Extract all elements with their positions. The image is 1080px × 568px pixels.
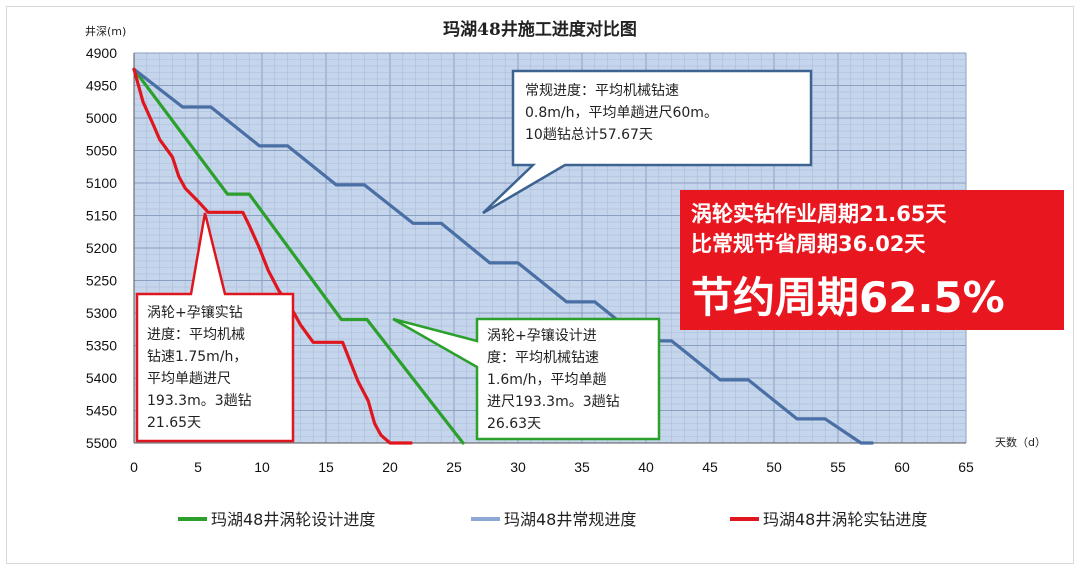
callout-actual-line: 钻速1.75m/h， [147,349,247,365]
x-tick-label: 60 [894,459,910,475]
callout-design-line: 26.63天 [487,416,541,432]
series-line-design [132,67,465,445]
y-tick-label: 5200 [86,240,117,256]
callout-design-box [392,317,661,441]
x-tick-label: 30 [510,459,526,475]
y-tick-label: 5100 [86,175,117,191]
callout-actual: 涡轮+孕镶实钻 进度：平均机械 钻速1.75m/h， 平均单趟进尺 193.3m… [135,212,295,443]
x-tick-label: 35 [574,459,590,475]
highlight-line-3: 节约周期62.5% [691,273,1005,322]
legend-label-design: 玛湖48井涡轮设计进度 [211,510,375,529]
y-tick-label: 4950 [86,78,117,94]
chart-frame: 0 5 10 15 20 25 30 35 40 45 50 55 60 65 4900 4950 5000 50… [6,6,1074,564]
x-tick-label: 50 [766,459,782,475]
callout-actual-line: 进度：平均机械 [147,327,245,343]
y-tick-label: 5250 [86,273,117,289]
y-tick-label: 5150 [86,208,117,224]
y-tick-label: 5500 [86,435,117,451]
x-tick-label: 20 [382,459,398,475]
callout-actual-line: 193.3m。3趟钻 [147,393,252,409]
x-tick-label: 55 [830,459,846,475]
callout-actual-line: 平均单趟进尺 [147,371,231,387]
callout-design-line: 1.6m/h，平均单趟 [487,372,607,388]
x-tick-label: 10 [254,459,270,475]
highlight-line-2: 比常规节省周期36.02天 [691,232,926,256]
x-tick-label: 5 [194,459,202,475]
y-tick-label: 5450 [86,403,117,419]
callout-normal-line: 常规进度：平均机械钻速 [525,83,679,99]
legend-label-normal: 玛湖48井常规进度 [504,510,636,529]
legend-label-actual: 玛湖48井涡轮实钻进度 [763,510,927,529]
x-tick-label: 45 [702,459,718,475]
legend: 玛湖48井涡轮设计进度 玛湖48井常规进度 玛湖48井涡轮实钻进度 [178,510,927,529]
y-tick-label: 4900 [86,45,117,61]
callout-normal: 常规进度：平均机械钻速 0.8m/h，平均单趟进尺60m。 10趟钻总计57.6… [482,69,813,215]
highlight-box: 涡轮实钻作业周期21.65天 比常规节省周期36.02天 节约周期62.5% [680,190,1064,330]
callout-design-line: 进尺193.3m。3趟钻 [487,394,620,410]
x-tick-label: 15 [318,459,334,475]
callout-normal-line: 10趟钻总计57.67天 [525,127,653,143]
x-tick-label: 0 [130,459,138,475]
series-line-actual [132,67,413,445]
chart-svg: 0 5 10 15 20 25 30 35 40 45 50 55 60 65 4900 4950 5000 50… [85,19,1064,529]
series-line-normal [132,67,874,445]
x-tick-label: 65 [958,459,974,475]
highlight-line-1: 涡轮实钻作业周期21.65天 [691,202,947,226]
callout-actual-box [135,212,295,443]
callout-normal-box [482,69,813,215]
y-tick-label: 5050 [86,143,117,159]
x-axis-label: 天数（d） [995,436,1046,449]
y-tick-label: 5400 [86,370,117,386]
callout-design-line: 涡轮+孕镶设计进 [487,327,597,344]
highlight-background [680,190,1064,330]
y-tick-label: 5350 [86,338,117,354]
callout-normal-line: 0.8m/h，平均单趟进尺60m。 [525,105,718,121]
x-tick-label: 25 [446,459,462,475]
callout-actual-line: 涡轮+孕镶实钻 [147,304,243,321]
callout-design-line: 度：平均机械钻速 [487,350,599,366]
x-tick-label: 40 [638,459,654,475]
chart-title: 玛湖48井施工进度对比图 [443,19,637,40]
y-tick-label: 5000 [86,110,117,126]
y-tick-label: 5300 [86,305,117,321]
callout-actual-line: 21.65天 [147,415,201,431]
callout-design: 涡轮+孕镶设计进 度：平均机械钻速 1.6m/h，平均单趟 进尺193.3m。3… [392,317,661,441]
y-axis-label: 井深(m) [85,24,126,38]
